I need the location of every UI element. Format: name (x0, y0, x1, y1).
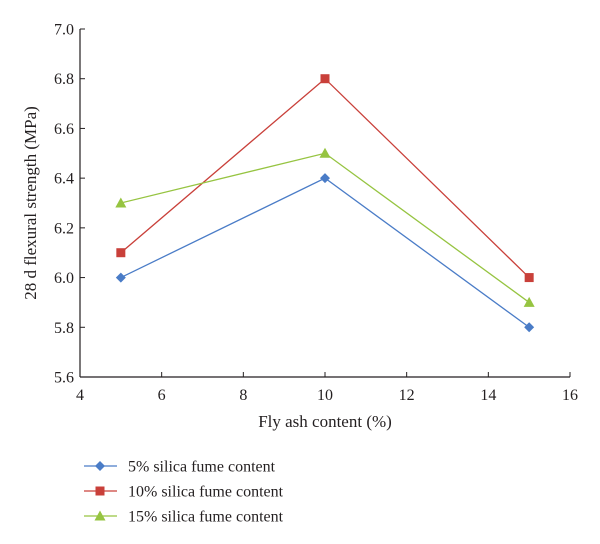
data-point (116, 248, 126, 258)
series-layer (115, 74, 535, 333)
y-tick-label: 5.8 (54, 320, 74, 337)
data-point (115, 272, 126, 283)
legend-item-15pct: 15% silica fume content (84, 509, 284, 526)
legend-marker-10pct (95, 486, 105, 496)
y-tick-label: 7.0 (54, 22, 74, 39)
x-tick-label: 4 (76, 387, 84, 404)
legend-marker-shape (95, 461, 105, 471)
legend-label-10pct: 10% silica fume content (128, 484, 284, 501)
data-point (115, 197, 127, 208)
legend-marker-15pct (94, 510, 106, 521)
x-tick-label: 10 (317, 387, 333, 404)
data-point (524, 273, 534, 283)
legend-item-5pct: 5% silica fume content (84, 459, 276, 476)
series-2 (116, 74, 534, 283)
data-point (523, 296, 535, 307)
legend-label-5pct: 5% silica fume content (128, 459, 276, 476)
legend: 5% silica fume content 10% silica fume c… (84, 459, 284, 526)
x-axis-title: Fly ash content (%) (258, 412, 392, 431)
y-axis-ticks: 5.6 5.8 6.0 6.2 6.4 6.6 6.8 7.0 (54, 22, 85, 387)
legend-marker-5pct (95, 461, 105, 471)
y-axis-title: 28 d flexural strength (MPa) (21, 106, 40, 300)
legend-marker-shape (95, 486, 105, 496)
x-tick-label: 12 (399, 387, 415, 404)
series-1 (115, 173, 535, 333)
x-tick-label: 8 (239, 387, 247, 404)
data-point (320, 173, 330, 184)
y-tick-label: 6.2 (54, 220, 74, 237)
y-tick-label: 5.6 (54, 370, 74, 387)
y-tick-label: 6.8 (54, 71, 74, 88)
data-point (319, 147, 331, 158)
series-3 (115, 147, 535, 307)
y-tick-label: 6.4 (54, 171, 74, 188)
x-axis-ticks: 4 6 8 10 12 14 16 (76, 372, 578, 404)
legend-marker-shape (94, 510, 106, 521)
y-tick-label: 6.6 (54, 121, 74, 138)
legend-item-10pct: 10% silica fume content (84, 484, 284, 501)
data-point (524, 322, 535, 333)
x-tick-label: 16 (562, 387, 578, 404)
x-tick-label: 14 (480, 387, 496, 404)
x-tick-label: 6 (158, 387, 166, 404)
y-tick-label: 6.0 (54, 270, 74, 287)
data-point (320, 74, 330, 84)
legend-label-15pct: 15% silica fume content (128, 509, 284, 526)
